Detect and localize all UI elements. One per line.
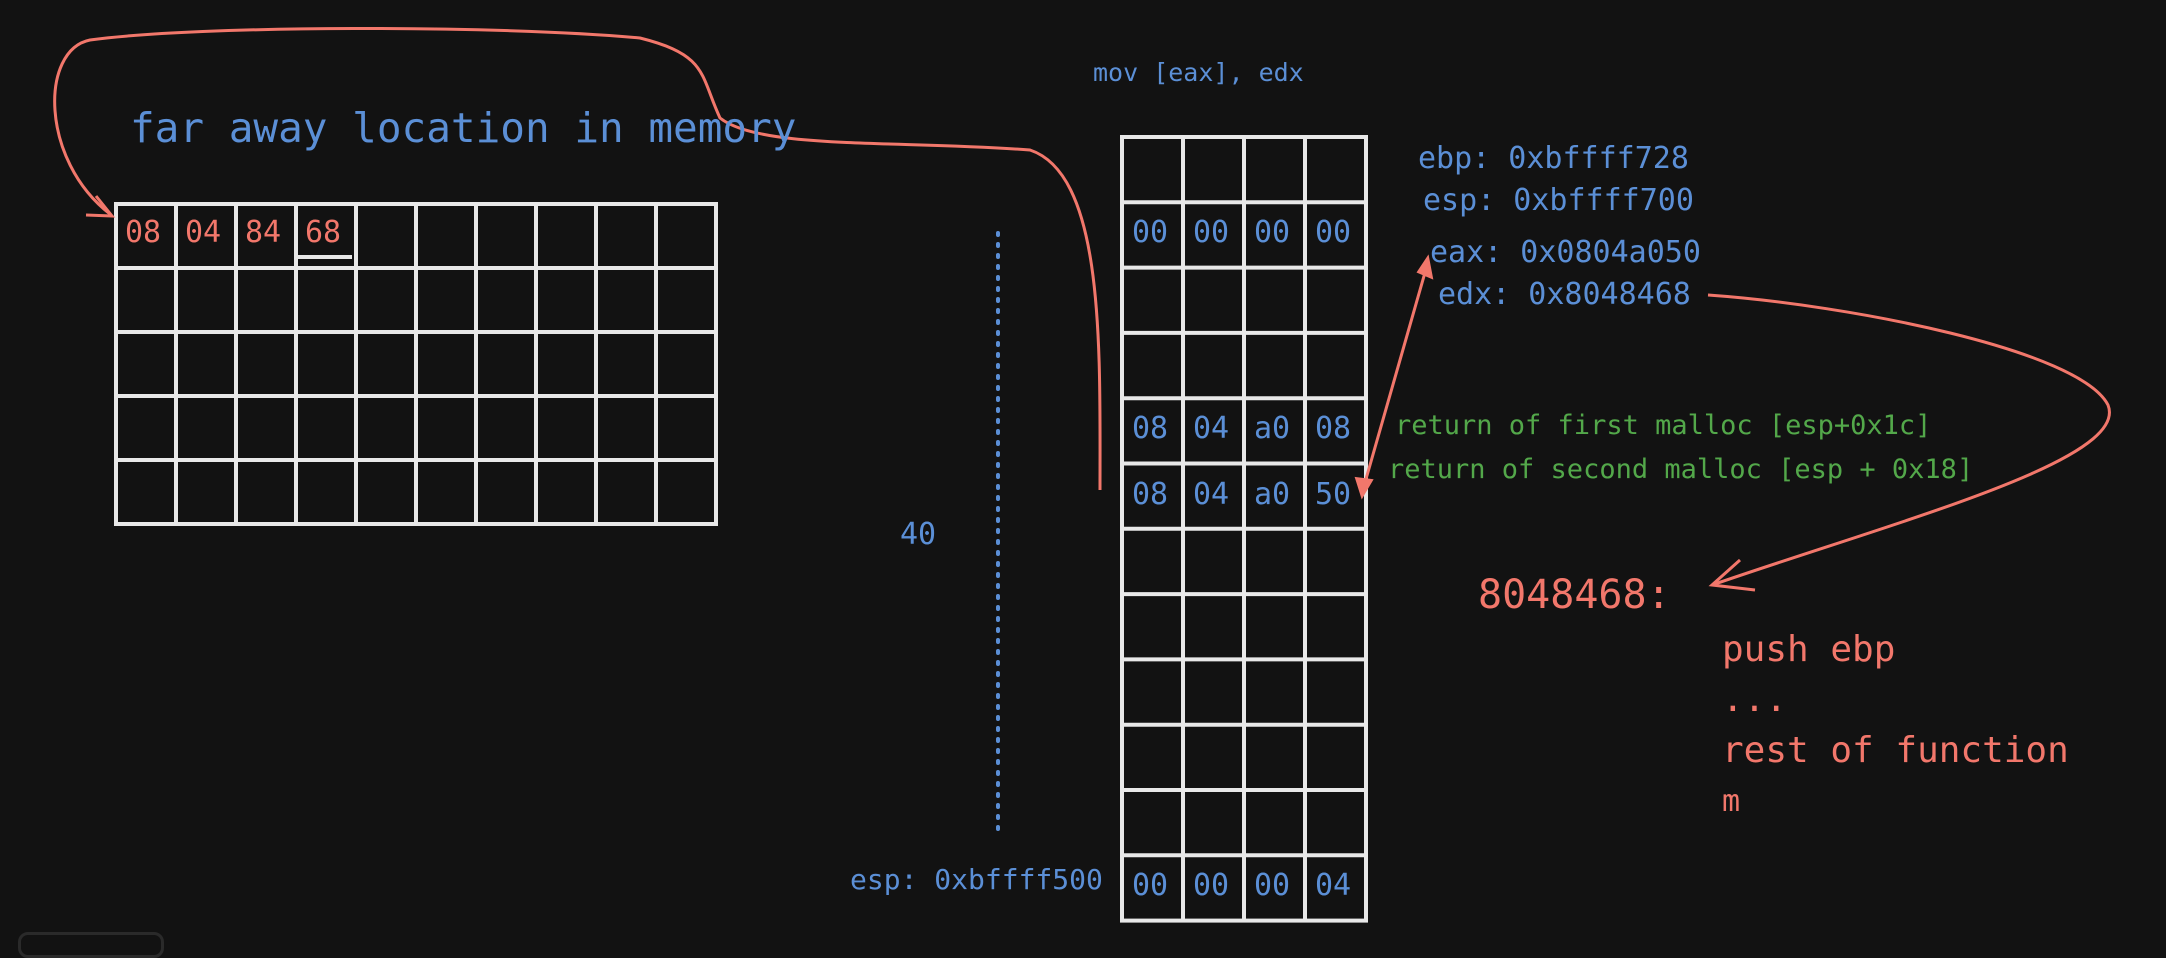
arrowhead-eax: [1416, 254, 1434, 280]
stack-second-malloc-value: 50: [1315, 476, 1352, 512]
edx-to-function-arrow: [1707, 293, 2111, 587]
function-line-2: ...: [1722, 679, 1788, 720]
register-esp: esp: 0xbffff700: [1423, 183, 1694, 218]
function-line-4: m: [1722, 784, 1741, 819]
arrowhead-second-malloc: [1354, 476, 1374, 500]
register-eax: eax: 0x0804a050: [1430, 235, 1701, 270]
heap-memory-grid: [114, 202, 718, 526]
stack-second-malloc-value: 08: [1132, 476, 1169, 512]
function-address: 8048468:: [1478, 572, 1671, 618]
stack-row-zero-value: 00: [1315, 215, 1352, 251]
stack-bottom-row-value: 04: [1315, 868, 1352, 904]
instruction-label: mov [eax], edx: [1093, 58, 1304, 87]
esp-bottom-label: esp: 0xbffff500: [850, 863, 1103, 896]
heap-cell-value: 84: [245, 215, 282, 250]
stack-row-zero-value: 00: [1254, 215, 1291, 251]
stack-first-malloc-value: 08: [1315, 411, 1352, 447]
stack-first-malloc-value: a0: [1254, 411, 1291, 447]
corner-panel-tab: [18, 932, 164, 958]
stack-second-malloc-value: 04: [1193, 476, 1230, 512]
function-line-1: push ebp: [1722, 629, 1896, 670]
first-malloc-label: return of first malloc [esp+0x1c]: [1395, 410, 1932, 441]
heap-cell-value: 08: [125, 215, 162, 250]
function-line-3: rest of function: [1722, 730, 2069, 771]
heap-title: far away location in memory: [130, 104, 797, 152]
register-edx: edx: 0x8048468: [1438, 277, 1691, 312]
stack-row-zero-value: 00: [1193, 215, 1230, 251]
stack-memory-grid: [1120, 135, 1368, 923]
stack-first-malloc-value: 04: [1193, 411, 1230, 447]
stack-bottom-row-value: 00: [1132, 868, 1169, 904]
eax-to-second-malloc-arrow: [1360, 261, 1430, 494]
second-malloc-label: return of second malloc [esp + 0x18]: [1388, 454, 1974, 485]
stack-second-malloc-value: a0: [1254, 476, 1291, 512]
heap-cell-value: 04: [185, 215, 222, 250]
register-ebp: ebp: 0xbffff728: [1418, 141, 1689, 176]
heap-cell-value: 68: [305, 215, 342, 250]
stack-bottom-row-value: 00: [1193, 868, 1230, 904]
stack-bottom-row-value: 00: [1254, 868, 1291, 904]
stack-first-malloc-value: 08: [1132, 411, 1169, 447]
distance-label: 40: [900, 517, 937, 552]
stack-row-zero-value: 00: [1132, 215, 1169, 251]
arrowhead-heap: [85, 195, 116, 218]
pointer-arrow-to-heap: [53, 27, 1102, 491]
arrowhead-function: [1708, 558, 1756, 592]
